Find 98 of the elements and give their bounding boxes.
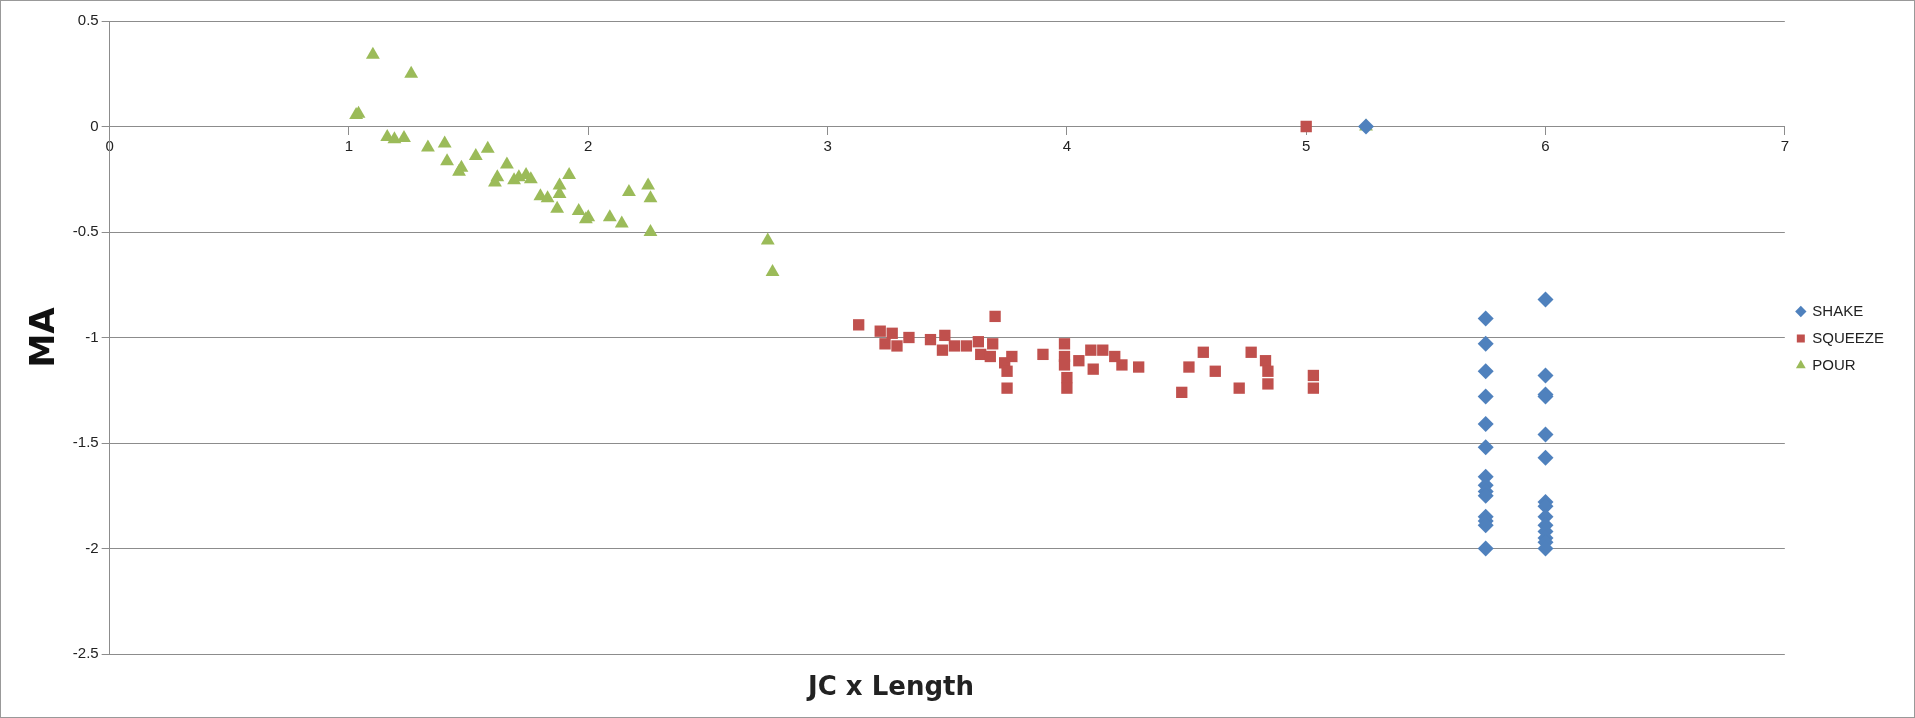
x-tick-label: 2 [584,136,593,154]
point [1300,120,1312,133]
point [571,202,586,215]
point [1133,361,1145,373]
point [1061,371,1073,384]
point [765,264,780,277]
point [891,340,903,352]
point [622,183,636,196]
point [1073,355,1085,367]
point [643,190,658,203]
y-tick-label: -1 [85,327,99,345]
point [404,65,419,78]
point [1097,344,1109,356]
y-tick-label: 0 [90,116,99,134]
point [614,215,629,228]
point [1307,369,1320,382]
x-tick-label: 3 [823,136,832,154]
point [879,338,891,350]
point [1307,382,1320,394]
point [1183,361,1195,373]
point [550,200,565,213]
point [1259,355,1272,367]
x-tick-label: 4 [1062,136,1072,154]
point [1001,365,1013,377]
point [1537,367,1554,384]
y-tick-label: -1.5 [72,433,99,451]
point [1477,335,1494,352]
point [1537,426,1554,443]
point [452,163,466,176]
point [1061,382,1073,394]
point [874,325,886,337]
point [1209,365,1221,377]
point [1262,378,1274,390]
y-tick-label: -2 [85,538,99,556]
point [987,338,999,350]
point [523,171,538,184]
point [602,209,617,222]
point [1176,386,1188,399]
point [1537,449,1554,466]
point [989,310,1001,323]
y-axis-title: MA [22,306,63,368]
point [488,174,502,187]
point [1262,365,1274,377]
point [1006,350,1018,363]
point [972,336,984,348]
point [643,224,658,236]
point [1477,540,1494,557]
point [960,340,973,352]
x-tick-label: 5 [1302,136,1311,154]
point [1477,439,1494,456]
x-tick-label: 6 [1541,136,1550,154]
x-tick-label: 7 [1780,136,1789,154]
point [1058,359,1071,371]
point [397,130,411,143]
point [1233,382,1245,394]
point [1058,338,1071,350]
x-tick-label: 1 [344,136,354,154]
point [1245,346,1257,358]
point [468,148,483,161]
point [365,46,380,59]
point [939,329,951,342]
point [440,153,454,166]
y-tick-label: -2.5 [72,644,99,662]
point [641,177,656,190]
x-axis-title: JC x Length [805,671,975,701]
point [903,331,915,344]
point [936,344,949,356]
legend-label: SHAKE [1812,301,1864,319]
point [948,340,961,352]
point [540,190,555,203]
point [387,131,402,144]
point [499,156,514,169]
point [886,327,898,339]
point [924,333,937,346]
point [1037,348,1049,361]
legend-label: SQUEEZE [1812,328,1885,346]
point [552,177,567,190]
point [1358,118,1375,135]
point [1197,346,1209,358]
point [1477,310,1494,327]
point [853,319,865,331]
point [1085,344,1097,356]
point [1477,416,1494,433]
point [1001,382,1013,394]
point [480,140,495,153]
point [1537,291,1554,308]
point [1477,363,1494,380]
point [984,350,996,363]
point [437,135,452,148]
point [1116,359,1128,371]
y-tick-label: -0.5 [72,222,99,240]
point [760,232,775,245]
y-tick-label: 0.5 [77,11,99,29]
point [1477,388,1494,405]
legend-label: POUR [1812,355,1856,373]
point [1087,363,1099,375]
point [421,139,435,152]
point [562,167,577,180]
